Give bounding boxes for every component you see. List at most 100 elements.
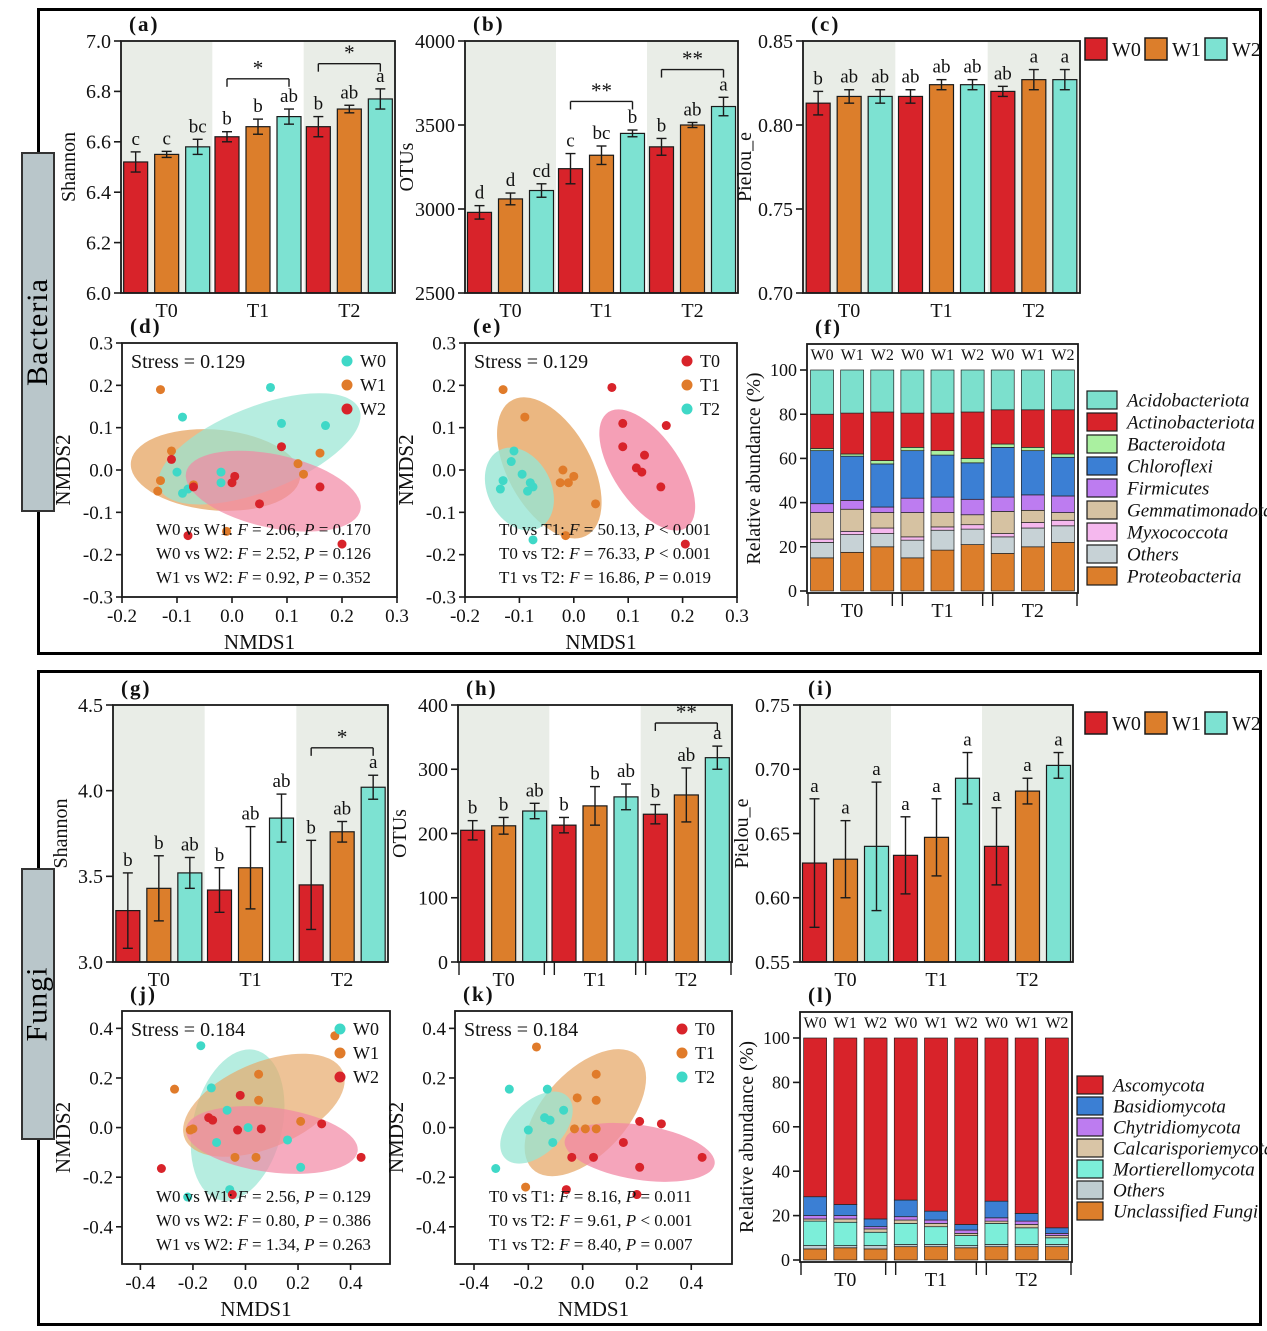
svg-text:W2: W2 [1045,1015,1068,1032]
svg-text:3000: 3000 [415,199,455,221]
svg-text:bc: bc [593,123,611,144]
legend-swatch-f [1086,566,1118,586]
svg-text:4.5: 4.5 [78,695,103,717]
svg-text:T2: T2 [1023,300,1045,322]
svg-text:OTUs: OTUs [389,809,411,858]
svg-text:(l): (l) [808,983,834,1007]
svg-text:0.3: 0.3 [385,606,409,627]
series-swatch-W2 [1204,37,1228,61]
svg-text:Actinobacteriota: Actinobacteriota [1125,412,1255,433]
svg-text:b: b [123,850,133,871]
svg-text:0.2: 0.2 [286,1273,310,1294]
svg-text:a: a [872,759,881,780]
bar-h-T1-W1 [582,805,608,963]
svg-text:400: 400 [418,695,448,717]
svg-text:*: * [337,725,348,749]
svg-text:200: 200 [418,823,448,845]
svg-text:T2: T2 [700,399,720,419]
svg-text:W2: W2 [961,347,984,364]
bacteria-side-label-text: Bacteria [21,278,54,386]
svg-text:(d): (d) [130,314,162,338]
svg-text:T2: T2 [1016,1269,1038,1291]
svg-text:Stress = 0.184: Stress = 0.184 [131,1019,245,1041]
series-legend-bacteria: W0 W1 W2 [1084,37,1261,61]
svg-text:Unclassified Fungi: Unclassified Fungi [1113,1201,1258,1222]
svg-text:0.2: 0.2 [625,1273,649,1294]
svg-text:bc: bc [189,116,207,137]
svg-text:0.4: 0.4 [89,1019,113,1040]
svg-text:4.0: 4.0 [78,780,103,802]
svg-text:T0 vs T2: F = 9.61, P < 0.00: T0 vs T2: F = 9.61, P < 0.001 [489,1211,693,1230]
legend-swatch-f [1086,544,1118,564]
svg-text:80: 80 [779,404,797,424]
svg-text:W0: W0 [1112,39,1141,61]
legend-swatch-f [1086,434,1118,454]
svg-text:(c): (c) [811,12,840,36]
svg-text:(h): (h) [466,676,498,700]
panel-j: -0.4 -0.2 0.0 0.2 0.4 -0.4 -0.2 0.0 0.2 0.4 NMDS1 N… [51,982,391,1321]
svg-text:T0: T0 [156,300,178,322]
svg-text:0.1: 0.1 [89,418,113,439]
bar-c-T0-W0 [805,102,831,294]
bar-h-T2-W2 [704,757,730,963]
svg-text:Others: Others [1127,544,1179,565]
legend-swatch-f [1086,412,1118,432]
svg-text:T1: T1 [925,969,947,991]
bar-b-T0-W0 [466,211,493,294]
svg-text:ab: ab [933,57,951,78]
svg-text:0.0: 0.0 [89,460,113,481]
svg-text:0.55: 0.55 [755,952,790,974]
svg-text:0.2: 0.2 [422,1068,446,1089]
svg-text:NMDS1: NMDS1 [558,1297,629,1321]
svg-text:Ascomycota: Ascomycota [1111,1075,1205,1096]
svg-text:0.85: 0.85 [758,31,793,53]
bar-i-T2-W2 [1045,764,1072,963]
svg-text:0.70: 0.70 [758,283,793,305]
svg-text:Stress = 0.129: Stress = 0.129 [474,351,588,373]
svg-text:T0: T0 [834,969,856,991]
svg-text:ab: ab [242,804,260,825]
svg-text:c: c [131,129,139,150]
svg-text:0.1: 0.1 [275,606,299,627]
bar-c-T0-W1 [836,95,862,294]
svg-text:a: a [810,776,819,797]
series-legend-fungi: W0 W1 W2 [1084,711,1261,735]
svg-text:W0 vs W1: F = 2.06, P = 0.17: W0 vs W1: F = 2.06, P = 0.170 [156,520,371,539]
svg-text:a: a [932,776,941,797]
svg-text:ab: ab [677,745,695,766]
svg-text:0.60: 0.60 [755,888,790,910]
svg-text:Shannon: Shannon [50,799,72,869]
svg-text:Pielou_e: Pielou_e [731,798,753,868]
svg-text:OTUs: OTUs [396,142,418,191]
svg-text:T0: T0 [838,300,860,322]
bar-a-T2-W2 [367,98,393,294]
svg-text:20: 20 [772,1206,790,1226]
svg-text:ab: ab [333,799,351,820]
svg-text:W0 vs W1: F = 2.56, P = 0.12: W0 vs W1: F = 2.56, P = 0.129 [156,1187,371,1206]
svg-text:W2: W2 [871,347,894,364]
svg-text:6.0: 6.0 [86,283,111,305]
svg-text:-0.4: -0.4 [416,1217,447,1238]
svg-text:-0.2: -0.2 [83,545,113,566]
svg-text:W0: W0 [894,1015,917,1032]
svg-text:b: b [651,782,661,803]
svg-text:0.0: 0.0 [571,1273,595,1294]
svg-text:(g): (g) [121,676,152,700]
svg-text:ab: ab [181,834,199,855]
svg-text:**: ** [682,47,703,71]
svg-text:ab: ab [526,780,544,801]
svg-text:T1 vs T2: F = 16.86, P = 0.0: T1 vs T2: F = 16.86, P = 0.019 [499,568,711,587]
svg-text:0.75: 0.75 [758,199,793,221]
svg-text:b: b [559,794,569,815]
svg-text:-0.2: -0.2 [178,1273,208,1294]
svg-text:b: b [215,845,225,866]
bar-h-T0-W0 [460,829,486,963]
svg-text:T1: T1 [590,300,612,322]
svg-text:ab: ab [871,67,889,88]
svg-text:a: a [963,730,972,751]
svg-text:T1: T1 [695,1043,715,1063]
bar-b-T1-W1 [588,154,615,294]
svg-text:6.2: 6.2 [86,232,111,254]
svg-text:Relative abundance (%): Relative abundance (%) [736,1041,758,1233]
